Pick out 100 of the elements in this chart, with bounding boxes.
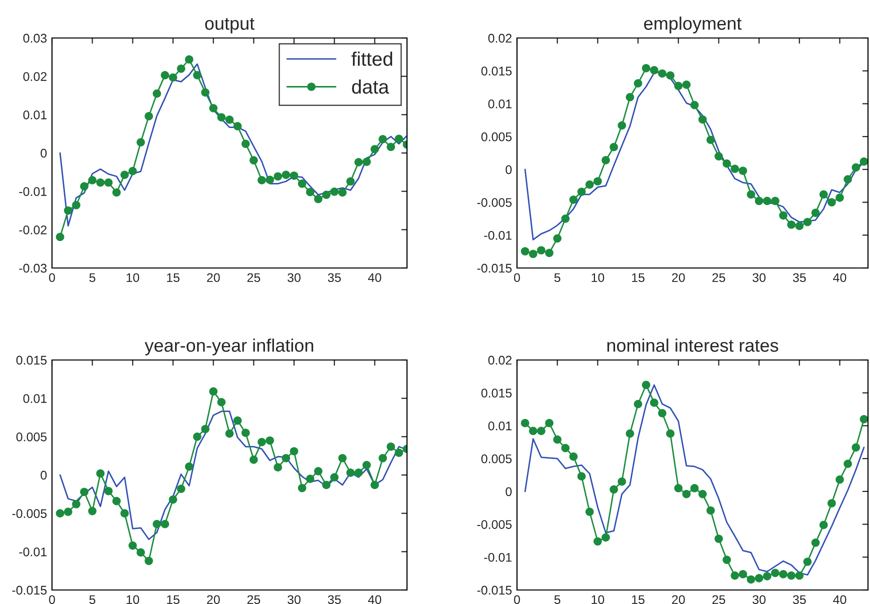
point [738,570,748,578]
point [520,418,530,428]
point [594,537,602,546]
legend-label: fitted [352,52,392,66]
point [56,509,64,518]
point [658,409,666,418]
y-tick-label: -0.03 [19,264,47,273]
point [144,112,153,120]
point [650,66,658,74]
point [184,462,194,471]
x-tick-label: 5 [89,273,96,282]
point [144,556,153,566]
y-tick-label: 0.015 [481,388,512,398]
x-tick-label: 15 [167,595,180,604]
point [754,574,764,582]
point [779,570,788,578]
point [545,418,554,428]
point [795,222,804,230]
y-tick-label: 0 [40,470,47,480]
x-tick-label: 15 [632,273,644,282]
point [553,435,562,444]
point [354,158,363,166]
point [258,438,266,446]
x-tick-label: 20 [207,273,220,282]
point [209,387,218,396]
point [610,142,618,152]
point [370,480,379,490]
x-tick-label: 10 [126,273,140,282]
x-tick-label: 5 [554,273,560,282]
point [136,138,145,146]
point [520,247,530,256]
point [96,178,105,187]
point [112,496,121,506]
x-tick-label: 30 [288,595,301,604]
x-tick-label: 0 [514,595,520,604]
y-tick-label: 0.02 [488,34,512,43]
point [266,176,274,184]
chart-title: output [205,18,254,34]
point [569,452,578,461]
point [160,71,170,80]
point [72,200,80,210]
point [394,448,404,457]
point [112,188,121,197]
point [64,508,72,516]
point [306,474,314,483]
x-tick-label: 10 [126,595,140,604]
point [362,158,371,166]
point [553,234,562,243]
point [394,134,404,143]
x-tick-label: 40 [833,273,846,282]
point [152,520,162,528]
point [274,463,282,472]
x-tick-label: 0 [49,273,55,282]
point [610,485,618,494]
point [266,436,274,445]
point [201,424,210,434]
point [803,218,812,226]
x-tick-label: 20 [207,595,220,604]
point [722,159,731,168]
point [626,429,634,438]
point [666,71,674,80]
point [674,484,683,492]
point [762,572,772,580]
point [306,188,314,196]
point [80,182,88,191]
point [602,156,610,164]
point [585,180,594,189]
x-tick-label: 35 [328,273,341,282]
point [136,548,145,557]
point [714,534,723,543]
x-tick-label: 30 [752,273,766,282]
point [836,475,844,484]
point [176,64,186,73]
point [528,426,538,436]
point [787,571,796,580]
point [346,177,355,186]
x-tick-label: 15 [167,273,180,282]
point [322,190,330,199]
point [80,488,88,496]
point [168,73,178,82]
point [104,486,113,496]
point [537,246,546,254]
point [690,100,699,110]
point [787,220,796,229]
point [298,484,306,492]
y-tick-label: 0.015 [16,356,47,365]
point [852,443,860,452]
point [56,232,64,242]
y-tick-label: 0.01 [23,110,47,120]
point [618,121,626,130]
y-tick-label: 0.005 [481,454,512,464]
y-tick-label: 0.01 [488,100,512,108]
y-tick-label: 0.03 [23,34,47,43]
point [225,429,234,438]
x-tick-label: 35 [792,595,806,604]
x-tick-label: 35 [792,273,806,282]
point [682,490,691,498]
point [128,541,137,550]
point [330,473,339,482]
point [828,198,836,206]
